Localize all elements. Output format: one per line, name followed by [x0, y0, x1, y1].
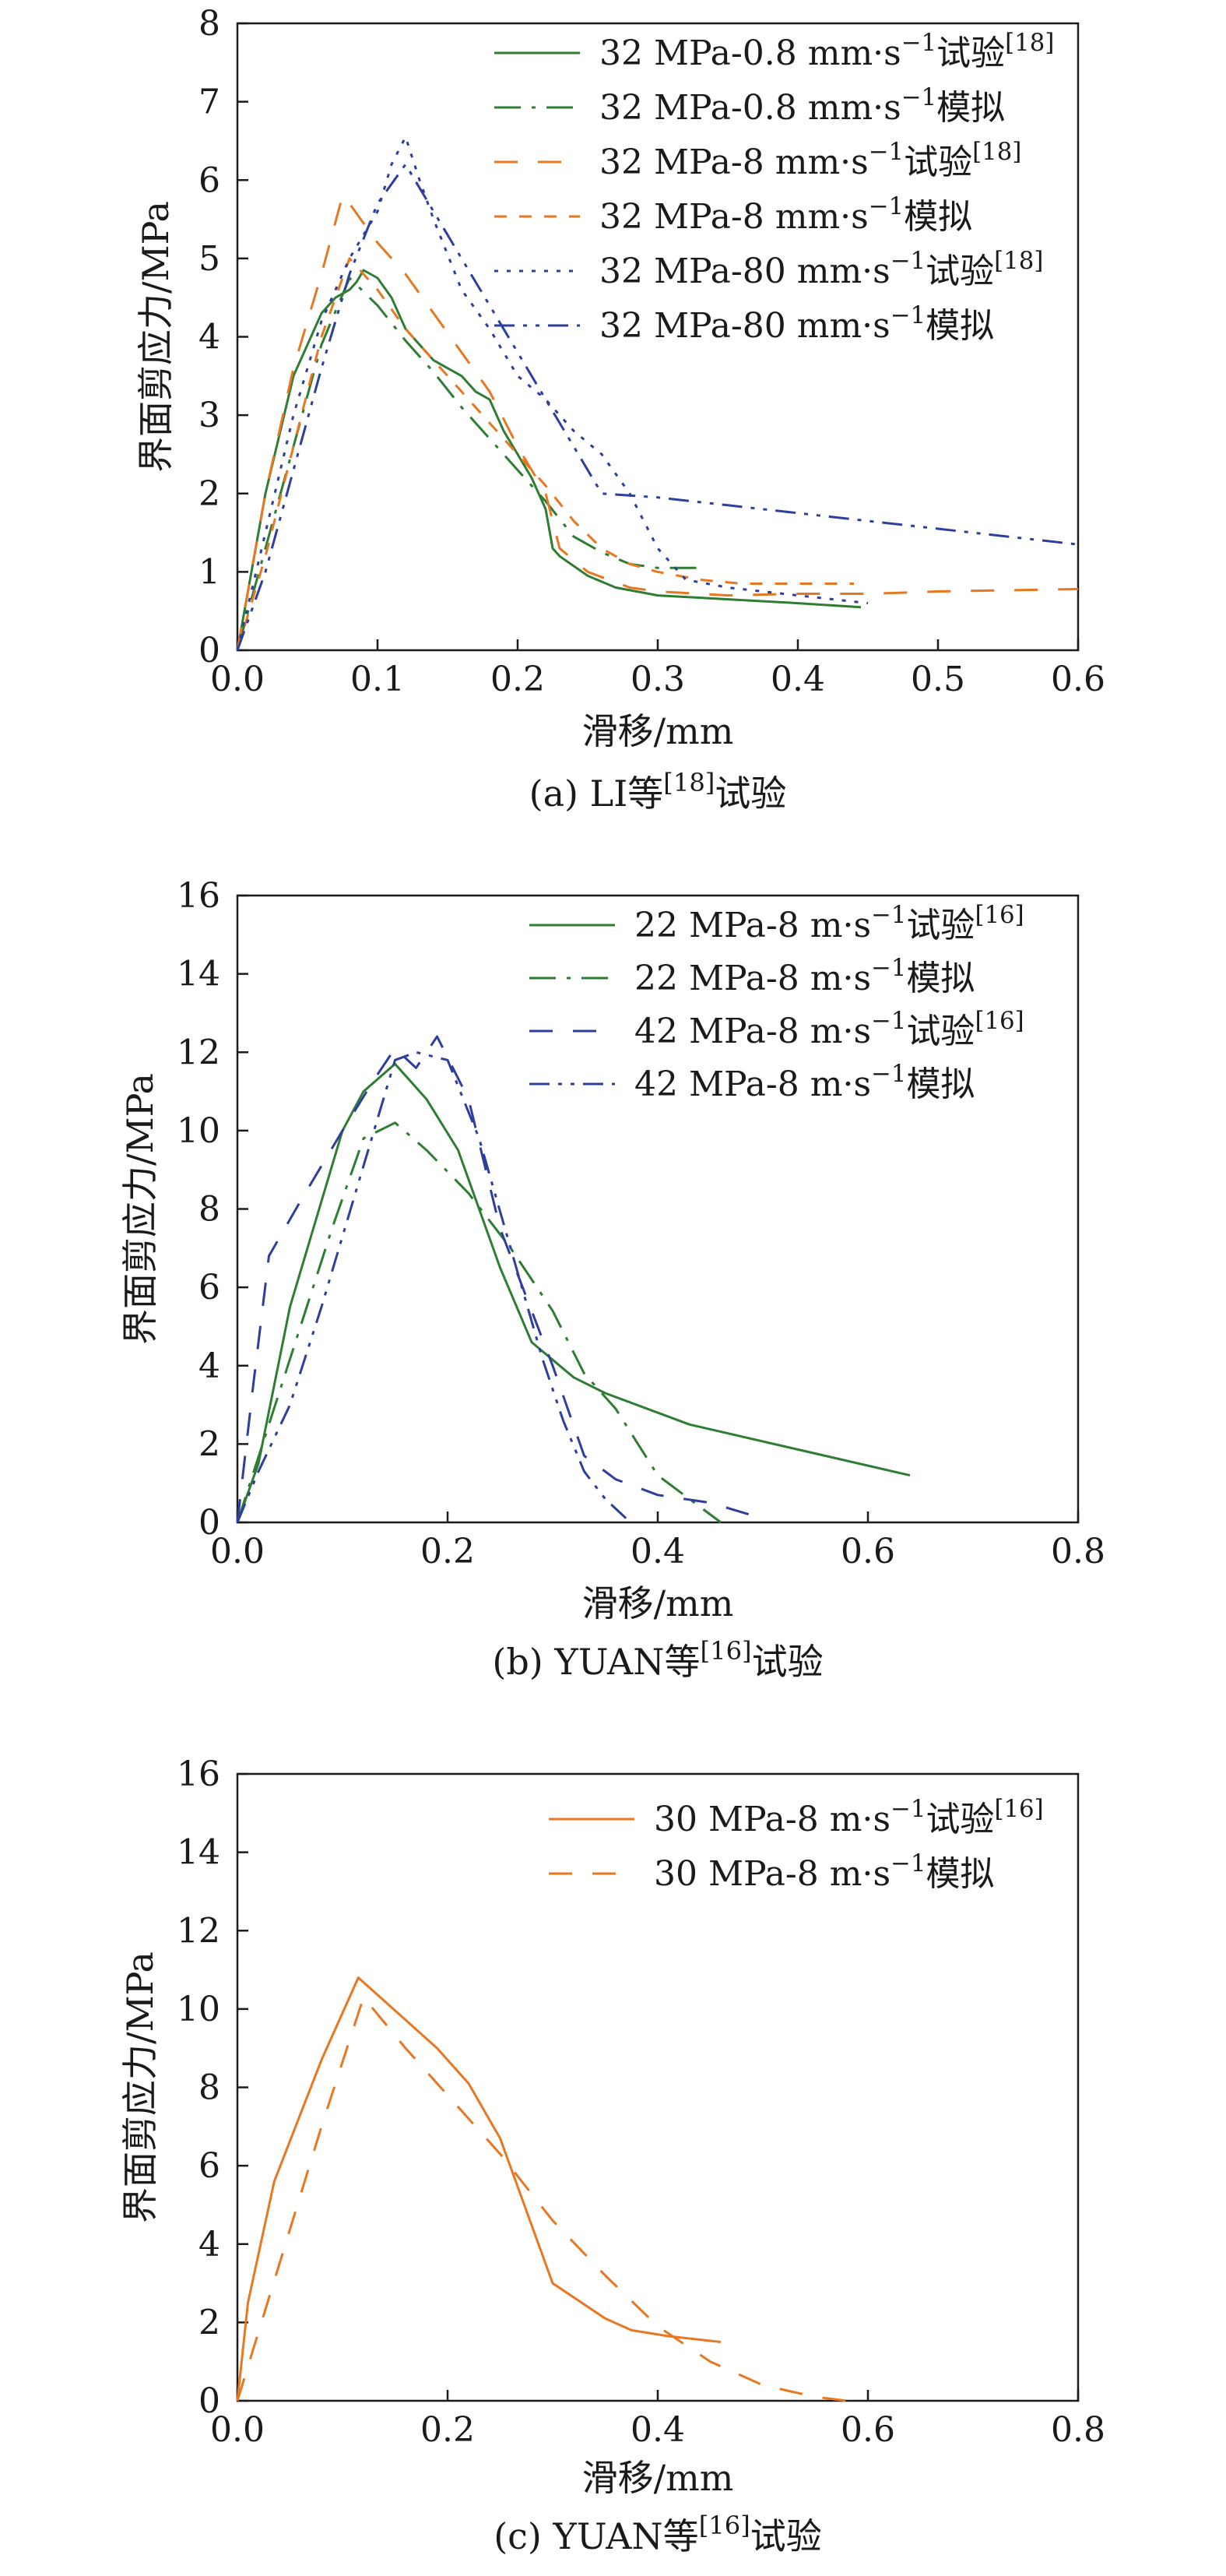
- x-tick-label: 0.2: [490, 660, 545, 699]
- y-tick-label: 0: [198, 1503, 220, 1543]
- y-tick-label: 6: [198, 1268, 220, 1307]
- y-axis-label: 界面剪应力/MPa: [119, 1073, 161, 1345]
- legend-label: 32 MPa-8 mm·s−1试验[18]: [599, 138, 1021, 182]
- y-tick-label: 16: [177, 1754, 220, 1794]
- series-line-5: [236, 135, 869, 651]
- x-tick-label: 0.8: [1051, 1532, 1105, 1571]
- series-line-2: [236, 1996, 848, 2402]
- y-tick-label: 3: [198, 396, 220, 435]
- panel-caption: (b) YUAN等[16]试验: [492, 1636, 823, 1683]
- series-line-3: [236, 194, 1079, 651]
- y-tick-label: 12: [177, 1033, 220, 1072]
- x-tick-label: 0.6: [841, 1532, 895, 1571]
- legend: 22 MPa-8 m·s−1试验[16] 22 MPa-8 m·s−1模拟 42 M…: [529, 901, 1024, 1104]
- y-tick-label: 4: [198, 2225, 220, 2265]
- legend-label: 22 MPa-8 m·s−1试验[16]: [634, 901, 1024, 945]
- y-tick-label: 1: [198, 552, 220, 592]
- y-tick-label: 10: [177, 1111, 220, 1151]
- y-tick-label: 14: [177, 1833, 220, 1873]
- series-line-1: [236, 1062, 911, 1523]
- chart-panel-1: 0.0 0.1 0.2 0.3 0.4 0.5 0.6 0 1 2 3 4 5 6 7 8 滑移/mm 界面剪应力…: [135, 4, 1105, 815]
- series-line-1: [236, 1976, 722, 2402]
- y-tick-label: 8: [198, 1190, 220, 1230]
- y-tick-label: 7: [198, 83, 220, 122]
- y-tick-label: 0: [198, 631, 220, 670]
- panel-caption: (c) YUAN等[16]试验: [494, 2511, 822, 2557]
- legend-label: 32 MPa-8 mm·s−1模拟: [599, 192, 972, 237]
- x-tick-label: 0.8: [1051, 2410, 1105, 2450]
- legend-label: 32 MPa-0.8 mm·s−1试验[18]: [599, 29, 1054, 73]
- y-tick-label: 8: [198, 4, 220, 44]
- y-tick-label: 5: [198, 239, 220, 279]
- legend: 30 MPa-8 m·s−1试验[16] 30 MPa-8 m·s−1模拟: [549, 1795, 1044, 1894]
- x-tick-label: 0.6: [1051, 660, 1105, 699]
- x-tick-label: 0.1: [350, 660, 405, 699]
- y-tick-label: 2: [198, 474, 220, 514]
- chart-panel-3: 0.0 0.2 0.4 0.6 0.8 0 2 4 6 8 10 12 14 16 滑移/mm 界面剪应力/M…: [119, 1754, 1105, 2557]
- legend-label: 32 MPa-80 mm·s−1模拟: [599, 301, 994, 346]
- series-line-4: [236, 1050, 627, 1523]
- x-tick-label: 0.0: [210, 2410, 265, 2450]
- x-axis-label: 滑移/mm: [582, 2457, 734, 2499]
- y-tick-label: 0: [198, 2381, 220, 2421]
- y-tick-label: 4: [198, 318, 220, 357]
- legend-label: 32 MPa-0.8 mm·s−1模拟: [599, 83, 1005, 128]
- x-tick-label: 0.2: [420, 2410, 475, 2450]
- x-axis-label: 滑移/mm: [582, 710, 734, 752]
- x-axis-label: 滑移/mm: [582, 1582, 734, 1624]
- series-line-2: [236, 1121, 722, 1524]
- y-axis-label: 界面剪应力/MPa: [119, 1951, 161, 2223]
- x-tick-label: 0.4: [631, 2410, 685, 2450]
- panel-caption: (a) LI等[18]试验: [529, 768, 787, 815]
- legend-label: 30 MPa-8 m·s−1模拟: [654, 1849, 994, 1894]
- legend-label: 42 MPa-8 m·s−1试验[16]: [634, 1007, 1024, 1051]
- x-tick-label: 0.0: [210, 1532, 265, 1571]
- y-axis-label: 界面剪应力/MPa: [135, 201, 177, 473]
- y-tick-label: 2: [198, 1424, 220, 1464]
- legend-label: 32 MPa-80 mm·s−1试验[18]: [599, 247, 1043, 291]
- series-line-6: [236, 163, 1079, 651]
- x-tick-label: 0.4: [771, 660, 825, 699]
- y-tick-label: 8: [198, 2068, 220, 2108]
- y-tick-label: 2: [198, 2303, 220, 2342]
- chart-panel-2: 0.0 0.2 0.4 0.6 0.8 0 2 4 6 8 10 12 14 16 滑移/mm 界面剪应力/M…: [119, 876, 1105, 1683]
- y-tick-label: 4: [198, 1346, 220, 1386]
- x-tick-label: 0.6: [841, 2410, 895, 2450]
- x-tick-label: 0.5: [911, 660, 965, 699]
- legend-label: 22 MPa-8 m·s−1模拟: [634, 954, 975, 998]
- x-tick-label: 0.3: [631, 660, 685, 699]
- legend-label: 42 MPa-8 m·s−1模拟: [634, 1060, 975, 1104]
- y-tick-label: 6: [198, 160, 220, 200]
- series-line-3: [236, 1035, 764, 1523]
- legend-label: 30 MPa-8 m·s−1试验[16]: [654, 1795, 1044, 1839]
- series-line-1: [236, 269, 862, 651]
- x-tick-label: 0.2: [420, 1532, 475, 1571]
- legend: 32 MPa-0.8 mm·s−1试验[18] 32 MPa-0.8 mm·s−1…: [494, 29, 1054, 346]
- x-tick-label: 0.0: [210, 660, 265, 699]
- x-tick-label: 0.4: [631, 1532, 685, 1571]
- y-tick-label: 14: [177, 955, 220, 994]
- y-tick-label: 16: [177, 876, 220, 916]
- y-tick-label: 10: [177, 1990, 220, 2029]
- series-line-2: [236, 276, 700, 651]
- y-tick-label: 6: [198, 2146, 220, 2186]
- y-tick-label: 12: [177, 1911, 220, 1951]
